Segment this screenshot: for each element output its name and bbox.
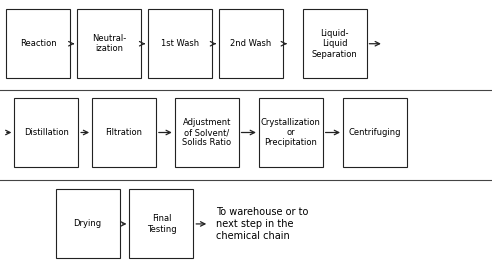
FancyBboxPatch shape xyxy=(175,98,239,167)
Text: To warehouse or to
next step in the
chemical chain: To warehouse or to next step in the chem… xyxy=(216,207,309,241)
Text: Reaction: Reaction xyxy=(20,39,57,48)
FancyBboxPatch shape xyxy=(14,98,78,167)
Text: Drying: Drying xyxy=(73,219,102,228)
FancyBboxPatch shape xyxy=(219,9,283,78)
FancyBboxPatch shape xyxy=(77,9,141,78)
FancyBboxPatch shape xyxy=(92,98,156,167)
Text: Crystallization
or
Precipitation: Crystallization or Precipitation xyxy=(261,118,321,147)
Text: 1st Wash: 1st Wash xyxy=(161,39,199,48)
FancyBboxPatch shape xyxy=(343,98,407,167)
FancyBboxPatch shape xyxy=(148,9,212,78)
Text: Liquid-
Liquid
Separation: Liquid- Liquid Separation xyxy=(312,29,357,59)
Text: Final
Testing: Final Testing xyxy=(147,214,176,234)
Text: Neutral-
ization: Neutral- ization xyxy=(92,34,126,54)
FancyBboxPatch shape xyxy=(259,98,323,167)
FancyBboxPatch shape xyxy=(6,9,70,78)
FancyBboxPatch shape xyxy=(56,189,120,258)
Text: Adjustment
of Solvent/
Solids Ratio: Adjustment of Solvent/ Solids Ratio xyxy=(182,118,231,147)
Text: Centrifuging: Centrifuging xyxy=(349,128,401,137)
Text: Distillation: Distillation xyxy=(24,128,69,137)
Text: Filtration: Filtration xyxy=(105,128,143,137)
FancyBboxPatch shape xyxy=(129,189,193,258)
FancyBboxPatch shape xyxy=(303,9,367,78)
Text: 2nd Wash: 2nd Wash xyxy=(230,39,272,48)
